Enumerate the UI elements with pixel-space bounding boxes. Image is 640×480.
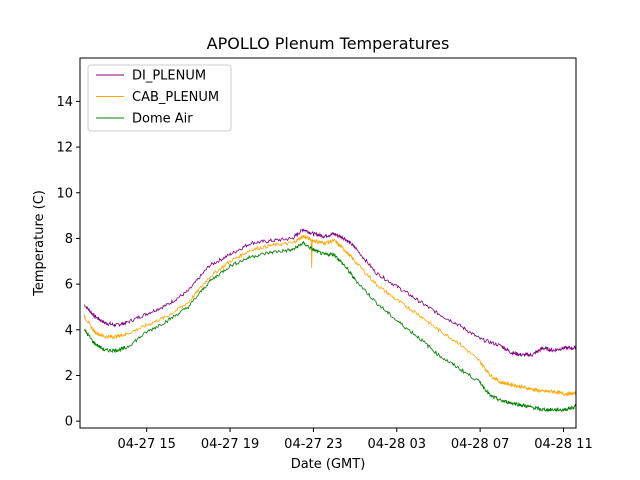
y-tick-label: 8: [65, 232, 73, 247]
plot-area-frame: [79, 57, 577, 429]
legend-label: CAB_PLENUM: [132, 90, 219, 105]
y-tick-label: 10: [56, 186, 73, 201]
x-tick-label: 04-27 19: [201, 437, 259, 452]
y-axis-label: Temperature (C): [32, 190, 47, 297]
x-axis-label: Date (GMT): [291, 457, 366, 472]
y-tick-label: 2: [65, 369, 73, 384]
series-line-di-plenum: [84, 227, 576, 358]
x-tick-label: 04-28 07: [451, 437, 509, 452]
series-line-cab-plenum: [83, 234, 576, 397]
x-tick-label: 04-28 11: [534, 437, 592, 452]
y-tick-label: 12: [56, 141, 73, 156]
x-tick-label: 04-27 15: [117, 437, 175, 452]
series-line-dome-air: [83, 240, 576, 413]
y-tick-label: 0: [65, 415, 73, 430]
y-tick-label: 4: [65, 323, 73, 338]
legend-label: DI_PLENUM: [132, 69, 206, 84]
y-tick-label: 14: [56, 95, 73, 110]
x-tick-label: 04-28 03: [368, 437, 426, 452]
x-tick-label: 04-27 23: [284, 437, 342, 452]
legend-label: Dome Air: [132, 112, 193, 127]
legend: DI_PLENUM CAB_PLENUM Dome Air: [87, 64, 232, 132]
chart-title: APOLLO Plenum Temperatures: [207, 34, 450, 53]
y-tick-label: 6: [65, 278, 73, 293]
legend-box: [87, 64, 232, 132]
